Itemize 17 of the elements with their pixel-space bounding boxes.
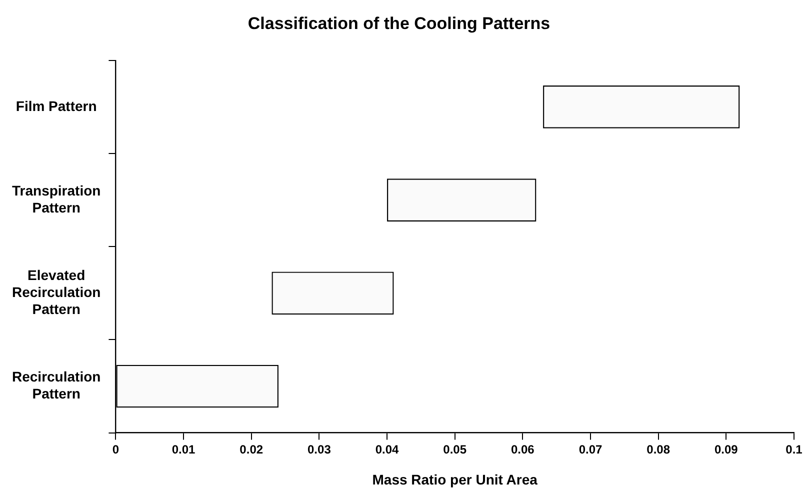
x-tick-label: 0.01 (172, 442, 196, 456)
x-tick-label: 0.02 (240, 442, 264, 456)
x-tick-label: 0.04 (375, 442, 400, 456)
x-tick-label: 0.09 (714, 442, 738, 456)
x-tick-label: 0.03 (308, 442, 332, 456)
x-tick-label: 0.08 (646, 442, 670, 456)
x-tick-label: 0.1 (786, 442, 803, 456)
x-tick-label: 0 (112, 442, 120, 456)
x-axis-title: Mass Ratio per Unit Area (372, 471, 538, 488)
x-tick-label: 0.07 (578, 442, 603, 456)
x-tick-label: 0.05 (443, 442, 467, 456)
chart-title: Classification of the Cooling Patterns (248, 14, 550, 33)
x-tick-label: 0.06 (510, 442, 535, 456)
y-tick-label: Transpiration Pattern (12, 182, 101, 216)
y-tick-label: Film Pattern (16, 98, 97, 114)
y-tick-label: Recirculation Pattern (12, 368, 101, 402)
y-tick-label: Elevated Recirculation Pattern (12, 267, 101, 317)
